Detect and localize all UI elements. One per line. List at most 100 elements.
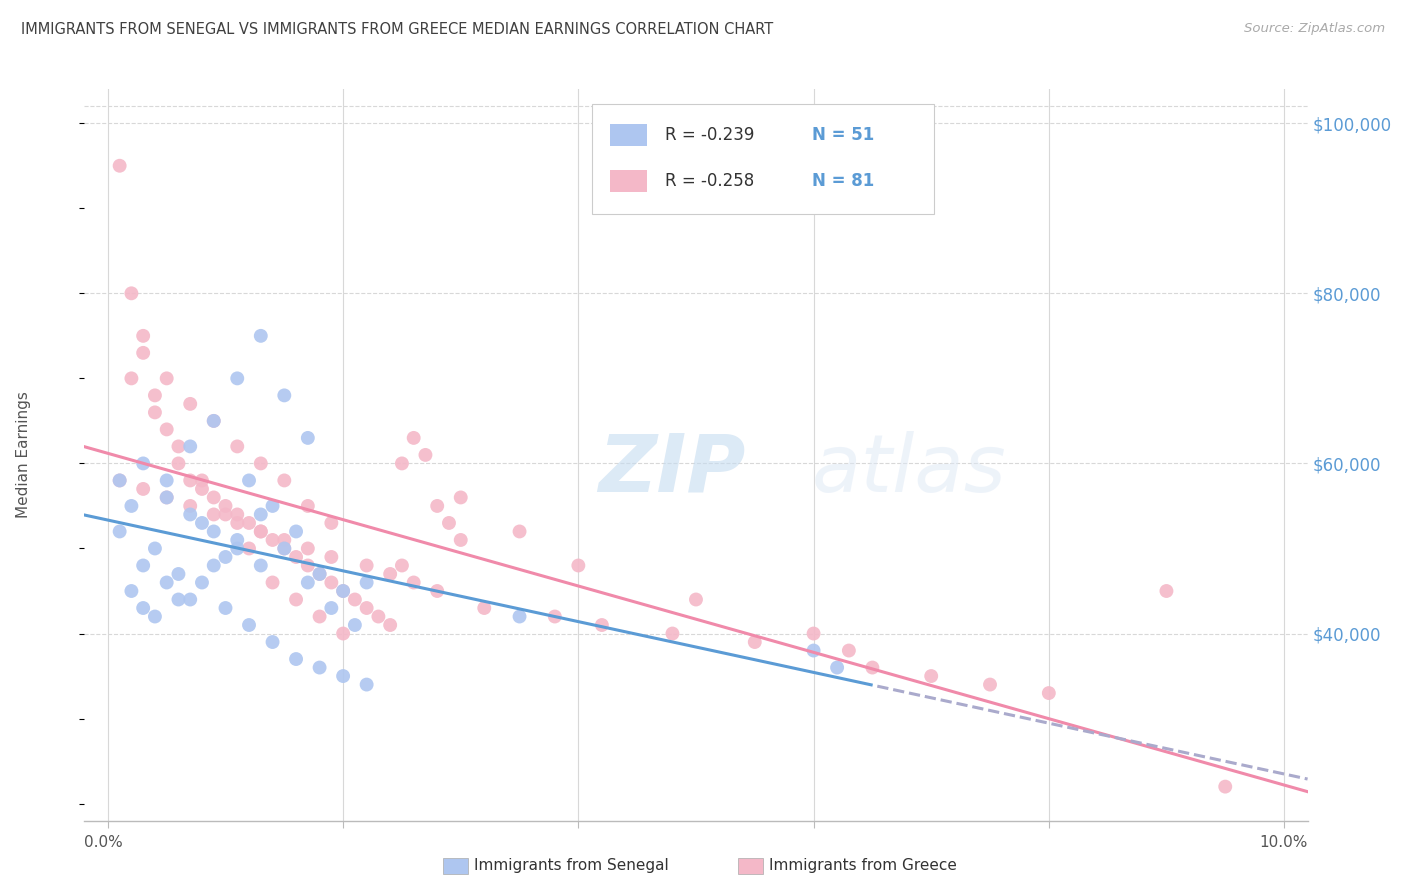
Point bbox=[202, 491, 225, 505]
Point bbox=[744, 635, 766, 649]
Point bbox=[262, 533, 284, 547]
Point bbox=[332, 669, 354, 683]
Text: Immigrants from Greece: Immigrants from Greece bbox=[769, 858, 957, 872]
Point bbox=[308, 566, 330, 581]
Text: Median Earnings: Median Earnings bbox=[15, 392, 31, 518]
Point bbox=[273, 533, 295, 547]
Point bbox=[249, 329, 271, 343]
Point bbox=[167, 439, 190, 453]
Point bbox=[214, 499, 236, 513]
Point bbox=[120, 286, 142, 301]
FancyBboxPatch shape bbox=[592, 103, 935, 213]
Point bbox=[297, 541, 319, 556]
Point bbox=[321, 516, 343, 530]
Point bbox=[450, 533, 472, 547]
Point bbox=[226, 371, 249, 385]
Point bbox=[332, 626, 354, 640]
Point bbox=[167, 566, 190, 581]
Point bbox=[143, 405, 166, 419]
Point bbox=[226, 533, 249, 547]
Point bbox=[402, 575, 425, 590]
Point bbox=[132, 346, 155, 360]
Point bbox=[343, 618, 366, 632]
Point bbox=[202, 414, 225, 428]
Point bbox=[226, 508, 249, 522]
Point bbox=[979, 677, 1001, 691]
Point bbox=[838, 643, 860, 657]
Point bbox=[343, 592, 366, 607]
Point bbox=[380, 618, 402, 632]
Point bbox=[202, 508, 225, 522]
Point bbox=[544, 609, 567, 624]
Text: N = 51: N = 51 bbox=[813, 126, 875, 144]
Point bbox=[472, 601, 495, 615]
Point bbox=[920, 669, 942, 683]
Point bbox=[262, 575, 284, 590]
Point bbox=[297, 575, 319, 590]
Point bbox=[391, 558, 413, 573]
Point bbox=[143, 541, 166, 556]
Point bbox=[308, 660, 330, 674]
Point bbox=[860, 660, 883, 674]
Point bbox=[262, 635, 284, 649]
Point bbox=[426, 499, 449, 513]
Point bbox=[156, 371, 179, 385]
Point bbox=[179, 508, 201, 522]
Text: Source: ZipAtlas.com: Source: ZipAtlas.com bbox=[1244, 22, 1385, 36]
Text: R = -0.258: R = -0.258 bbox=[665, 171, 755, 190]
Point bbox=[132, 558, 155, 573]
Point bbox=[120, 584, 142, 599]
Point bbox=[238, 618, 260, 632]
Point bbox=[685, 592, 707, 607]
Point bbox=[262, 499, 284, 513]
Point bbox=[143, 388, 166, 402]
Point bbox=[191, 482, 214, 496]
Point bbox=[167, 592, 190, 607]
Point bbox=[356, 601, 378, 615]
Point bbox=[132, 482, 155, 496]
Point bbox=[120, 371, 142, 385]
Point bbox=[1038, 686, 1060, 700]
Text: Immigrants from Senegal: Immigrants from Senegal bbox=[474, 858, 669, 872]
Point bbox=[1156, 584, 1178, 599]
Point bbox=[214, 508, 236, 522]
Point bbox=[356, 575, 378, 590]
Point bbox=[297, 431, 319, 445]
Point bbox=[356, 558, 378, 573]
Point bbox=[238, 516, 260, 530]
Point bbox=[249, 524, 271, 539]
Point bbox=[179, 439, 201, 453]
Point bbox=[179, 499, 201, 513]
Point bbox=[450, 491, 472, 505]
Point bbox=[297, 558, 319, 573]
Point bbox=[202, 558, 225, 573]
Point bbox=[202, 524, 225, 539]
Point bbox=[321, 549, 343, 564]
Point bbox=[437, 516, 460, 530]
Point bbox=[132, 329, 155, 343]
Text: N = 81: N = 81 bbox=[813, 171, 875, 190]
Point bbox=[226, 439, 249, 453]
Point bbox=[285, 524, 308, 539]
Point bbox=[156, 474, 179, 488]
Point bbox=[356, 677, 378, 691]
Point bbox=[143, 609, 166, 624]
Point bbox=[202, 414, 225, 428]
Point bbox=[297, 499, 319, 513]
Text: 0.0%: 0.0% bbox=[84, 836, 124, 850]
Point bbox=[332, 584, 354, 599]
Point bbox=[108, 524, 131, 539]
Point bbox=[803, 626, 825, 640]
Text: atlas: atlas bbox=[813, 431, 1007, 508]
Point bbox=[214, 549, 236, 564]
Point bbox=[226, 516, 249, 530]
Point bbox=[825, 660, 848, 674]
Point bbox=[249, 558, 271, 573]
Point bbox=[156, 491, 179, 505]
Point bbox=[167, 457, 190, 471]
Point bbox=[249, 508, 271, 522]
Point bbox=[249, 524, 271, 539]
Point bbox=[426, 584, 449, 599]
Text: R = -0.239: R = -0.239 bbox=[665, 126, 755, 144]
Point bbox=[226, 541, 249, 556]
